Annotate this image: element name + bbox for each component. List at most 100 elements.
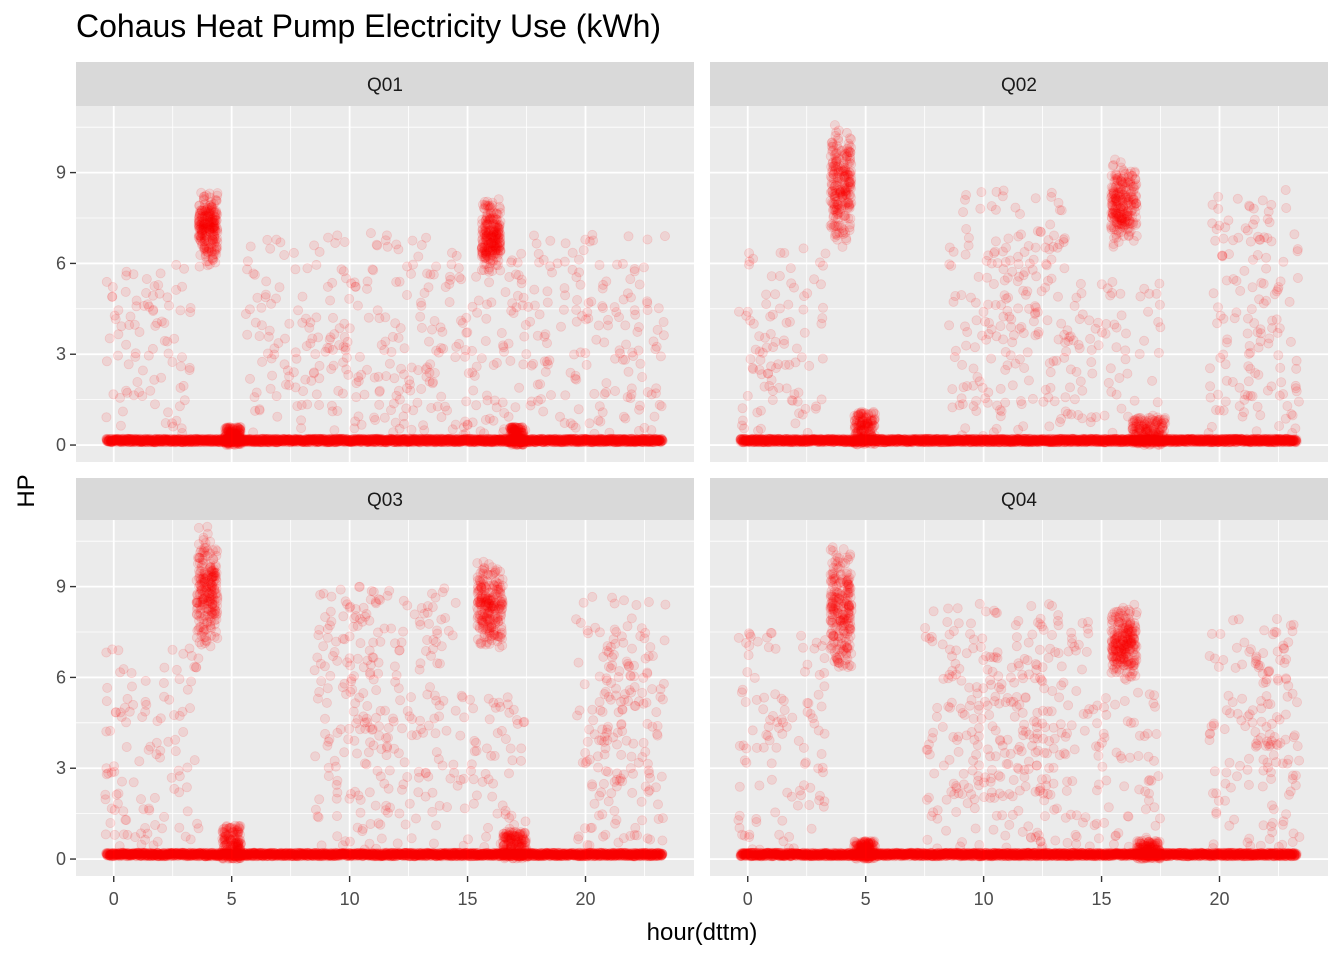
data-point (491, 402, 502, 413)
data-point (614, 345, 625, 356)
data-point (117, 406, 128, 417)
data-point (111, 434, 122, 445)
data-point (242, 329, 253, 340)
data-point (107, 436, 118, 447)
data-point (540, 329, 551, 340)
data-point (500, 287, 511, 298)
data-point (169, 333, 180, 344)
data-point (269, 343, 280, 354)
data-point (252, 292, 263, 303)
data-point (155, 268, 166, 279)
data-point (350, 281, 361, 292)
data-point (389, 373, 400, 384)
data-point (581, 359, 592, 370)
data-point (533, 248, 544, 259)
data-point (593, 320, 604, 331)
data-point (119, 434, 130, 445)
data-point (603, 314, 614, 325)
data-point (123, 437, 134, 448)
data-point (120, 434, 131, 445)
data-point (339, 236, 350, 247)
data-point (116, 437, 127, 448)
data-point (109, 434, 120, 445)
data-point (531, 238, 542, 249)
data-point (244, 304, 255, 315)
data-point (274, 282, 285, 293)
data-point (116, 436, 127, 447)
data-point (649, 411, 660, 422)
data-point (484, 277, 495, 288)
facet-strip-label: Q02 (1001, 75, 1037, 96)
data-point (179, 263, 190, 274)
data-point (118, 436, 129, 447)
data-point (113, 434, 124, 445)
data-point (468, 385, 479, 396)
data-point (103, 435, 114, 446)
data-point (384, 358, 395, 369)
data-point (343, 369, 354, 380)
data-point (296, 415, 307, 426)
data-point (105, 434, 116, 445)
data-point (110, 435, 121, 446)
data-point (250, 405, 261, 416)
data-point (415, 311, 426, 322)
data-point (102, 435, 113, 446)
data-point (201, 256, 212, 267)
data-point (117, 434, 128, 445)
data-point (351, 392, 362, 403)
data-point (575, 347, 586, 358)
data-point (106, 435, 117, 446)
data-point (546, 390, 557, 401)
data-point (114, 435, 125, 446)
data-point (311, 259, 322, 270)
data-point (109, 434, 120, 445)
data-point (601, 378, 612, 389)
data-point (122, 436, 133, 447)
points-q01 (101, 187, 671, 450)
data-point (532, 379, 543, 390)
panel-background (76, 106, 694, 462)
data-point (642, 234, 653, 245)
data-point (308, 368, 319, 379)
data-point (598, 279, 609, 290)
data-point (491, 357, 502, 368)
data-point (416, 239, 427, 250)
data-point (117, 436, 128, 447)
data-point (108, 389, 119, 400)
data-point (456, 274, 467, 285)
data-point (114, 434, 125, 445)
data-point (302, 263, 313, 274)
data-point (300, 313, 311, 324)
data-point (314, 246, 325, 257)
data-point (399, 418, 410, 429)
data-point (323, 232, 334, 243)
data-point (574, 267, 585, 278)
data-point (361, 283, 372, 294)
data-point (103, 435, 114, 446)
data-point (467, 417, 478, 428)
data-point (106, 433, 117, 444)
data-point (322, 281, 333, 292)
data-point (442, 405, 453, 416)
data-point (652, 324, 663, 335)
data-point (365, 228, 376, 239)
data-point (250, 317, 261, 328)
data-point (620, 413, 631, 424)
data-point (632, 326, 643, 337)
data-point (248, 268, 259, 279)
data-point (177, 427, 188, 438)
data-point (249, 392, 260, 403)
data-point (119, 434, 130, 445)
data-point (504, 271, 515, 282)
data-point (623, 366, 634, 377)
data-point (149, 399, 160, 410)
data-point (334, 340, 345, 351)
data-point (519, 331, 530, 342)
data-point (264, 325, 275, 336)
data-point (597, 407, 608, 418)
data-point (587, 229, 598, 240)
data-point (379, 412, 390, 423)
data-point (112, 435, 123, 446)
data-point (101, 436, 112, 447)
data-point (433, 347, 444, 358)
